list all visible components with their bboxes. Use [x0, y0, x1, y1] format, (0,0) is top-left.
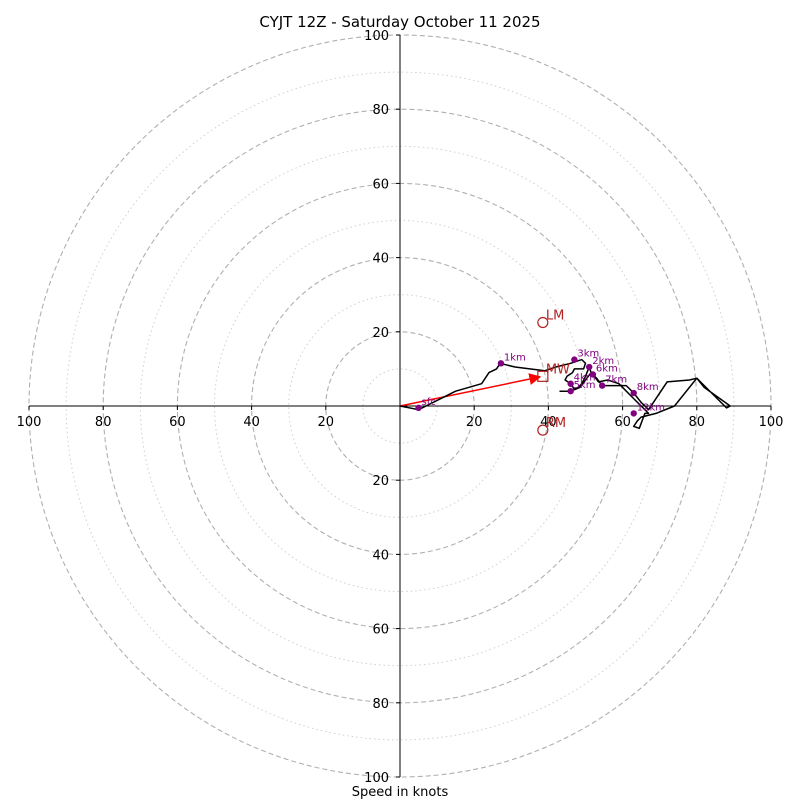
height-marker-label: sfc	[422, 397, 436, 408]
x-tick-label: 100	[17, 415, 42, 430]
y-tick-label: 100	[364, 29, 389, 44]
x-tick-label: 80	[689, 415, 706, 430]
height-marker-label: 8km	[637, 382, 659, 393]
y-tick-label: 100	[364, 771, 389, 786]
storm-motion-label: LM	[546, 309, 564, 324]
tick-labels: 100 80 60 40 20 20 40 60 80 100 100 80 60 40 20 20 40 60 8…	[17, 29, 784, 786]
height-marker-label: 3km	[577, 349, 599, 360]
shear-vector	[399, 373, 542, 407]
storm-motions: LM MW RM	[537, 309, 570, 436]
x-axis-label: Speed in knots	[352, 785, 449, 800]
storm-motion-marker	[537, 316, 549, 329]
storm-motion-marker	[537, 424, 549, 436]
height-marker-dot	[586, 363, 593, 371]
shear-vector-layer	[399, 373, 542, 407]
hodograph-trace-layer	[399, 358, 731, 430]
y-tick-label: 40	[372, 548, 389, 563]
height-marker-label: 4km	[574, 373, 596, 384]
height-marker-dot	[497, 360, 505, 367]
y-tick-label: 80	[372, 697, 389, 712]
x-tick-label: 100	[759, 415, 784, 430]
height-marker-dot	[598, 382, 606, 389]
height-marker-dot	[630, 389, 637, 397]
height-marker-dot	[589, 371, 597, 378]
height-marker-dot	[571, 356, 578, 363]
x-tick-label: 60	[169, 415, 186, 430]
x-tick-label: 80	[95, 415, 112, 430]
storm-motion-label: RM	[546, 416, 566, 431]
y-tick-label: 20	[372, 326, 389, 341]
x-tick-label: 40	[243, 415, 260, 430]
height-marker-label: 6km	[596, 363, 618, 374]
y-tick-label: 80	[372, 103, 389, 118]
y-tick-label: 60	[372, 623, 389, 638]
height-marker-label: 12km	[637, 402, 665, 413]
height-marker-label: 7km	[605, 375, 627, 386]
hodograph-trace	[399, 358, 731, 430]
height-marker-dot	[630, 410, 637, 417]
height-marker-label: 2km	[592, 356, 614, 367]
height-marker-label: 5km	[574, 380, 596, 391]
chart-title: CYJT 12Z - Saturday October 11 2025	[259, 13, 540, 31]
x-tick-label: 20	[466, 415, 483, 430]
height-marker-dot	[567, 387, 574, 395]
storm-motion-label: MW	[546, 362, 570, 377]
height-marker-dot	[567, 380, 574, 387]
height-marker-label: 1km	[504, 352, 526, 363]
x-tick-label: 60	[614, 415, 631, 430]
x-tick-label: 40	[540, 415, 557, 430]
y-tick-label: 20	[372, 474, 389, 489]
y-tick-label: 40	[372, 252, 389, 267]
storm-motion-marker	[537, 370, 549, 382]
x-tick-label: 20	[318, 415, 335, 430]
y-tick-label: 60	[372, 177, 389, 192]
height-marker-dot	[415, 404, 422, 412]
